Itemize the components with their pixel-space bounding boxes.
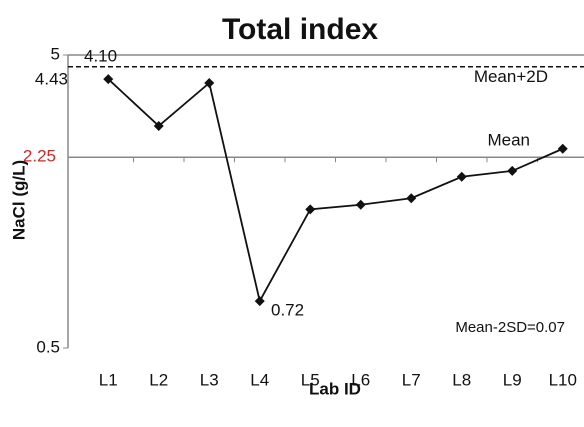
- data-point: [204, 77, 215, 88]
- x-tick-label: L8: [452, 370, 471, 389]
- y-tick-label: 0.5: [36, 337, 60, 356]
- reference-label: Mean+2D: [474, 67, 548, 86]
- data-point: [507, 165, 518, 176]
- x-tick-label: L5: [301, 370, 320, 389]
- annotation: 2.25: [23, 146, 56, 165]
- annotation: 4.10: [84, 46, 117, 65]
- annotation: 4.43: [35, 69, 68, 88]
- annotation: 0.72: [271, 300, 304, 319]
- chart-title: Total index: [222, 13, 378, 46]
- y-axis-label: NaCl (g/L): [9, 160, 28, 240]
- data-point: [153, 120, 164, 131]
- x-tick-label: L4: [250, 370, 269, 389]
- data-point: [557, 143, 568, 154]
- data-point: [355, 199, 366, 210]
- data-line: [107, 78, 564, 304]
- data-point: [305, 204, 316, 215]
- x-tick-label: L9: [503, 370, 522, 389]
- y-tick-label: 5: [51, 44, 60, 63]
- reference-label: Mean: [487, 131, 530, 150]
- data-point: [456, 171, 467, 182]
- x-tick-label: L2: [149, 370, 168, 389]
- data-point: [103, 74, 114, 85]
- x-tick-label: L3: [200, 370, 219, 389]
- x-tick-label: L7: [402, 370, 421, 389]
- x-tick-label: L6: [351, 370, 370, 389]
- annotation: Mean-2SD=0.07: [455, 319, 565, 336]
- data-point: [254, 296, 265, 307]
- x-axis-label: Lab ID: [309, 379, 361, 398]
- x-tick-label: L10: [549, 370, 577, 389]
- data-point: [406, 193, 417, 204]
- x-tick-label: L1: [99, 370, 118, 389]
